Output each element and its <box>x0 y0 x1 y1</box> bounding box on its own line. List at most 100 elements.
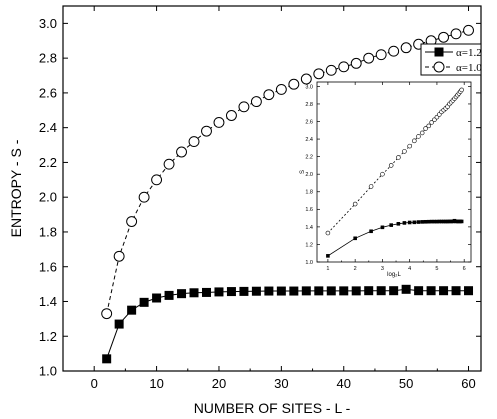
main-data-point-square <box>376 286 386 296</box>
legend-marker-square <box>434 47 444 57</box>
inset-y-axis-label: S <box>300 170 306 174</box>
main-data-point-square <box>239 286 249 296</box>
main-data-point-circle <box>225 110 237 121</box>
inset-x-tick-label: 5 <box>435 266 438 272</box>
main-data-point-circle <box>126 216 138 227</box>
inset-data-point-square <box>429 219 434 224</box>
main-data-point-circle <box>288 78 300 90</box>
inset-data-point-circle <box>380 171 385 177</box>
inset-data-point-square <box>423 219 428 224</box>
inset-y-tick-label: 2.2 <box>305 155 313 161</box>
main-data-point-circle <box>163 158 175 170</box>
legend-label-2: α=1.0 <box>456 62 482 74</box>
main-data-point-circle <box>450 28 462 40</box>
main-data-point-square <box>364 286 374 296</box>
inset-data-point-square <box>326 254 330 258</box>
main-data-point-square <box>389 286 399 296</box>
main-data-point-circle <box>463 24 474 36</box>
inset-y-tick-label: 1.4 <box>305 225 313 231</box>
main-data-point-square <box>301 286 311 296</box>
inset-data-point-square <box>443 219 448 224</box>
legend-label-1: α=1.2 <box>456 47 482 59</box>
main-data-point-circle <box>238 101 250 113</box>
inset-x-tick-label: 2 <box>354 266 357 272</box>
main-y-tick-label: 2.4 <box>39 120 57 135</box>
inset-data-point-circle <box>402 149 407 154</box>
main-x-tick-label: 20 <box>212 376 226 391</box>
inset-data-point-square <box>369 229 373 234</box>
inset-y-tick-label: 3.0 <box>305 84 313 90</box>
main-data-point-square <box>339 286 349 296</box>
main-data-point-circle <box>188 136 200 148</box>
main-data-point-square <box>177 289 187 299</box>
inset-data-point-circle <box>429 120 434 125</box>
main-data-point-circle <box>375 49 387 61</box>
main-x-tick-label: 40 <box>337 376 351 391</box>
main-data-point-square <box>426 286 436 296</box>
main-data-point-circle <box>275 83 287 95</box>
main-data-point-square <box>214 287 224 297</box>
main-data-point-square <box>114 319 124 329</box>
main-data-point-square <box>439 286 449 296</box>
main-data-point-square <box>289 286 299 296</box>
inset-data-point-circle <box>368 184 374 189</box>
inset-y-tick-label: 2.6 <box>305 119 313 125</box>
main-data-point-circle <box>138 191 150 203</box>
main-data-point-circle <box>101 308 113 320</box>
inset-data-point-circle <box>416 134 421 139</box>
inset-x-tick-label: 4 <box>408 266 411 272</box>
inset-x-tick-label: 1 <box>326 266 329 272</box>
legend-marker-circle <box>433 61 445 73</box>
inset-data-point-square <box>389 223 393 227</box>
inset-data-point-square <box>412 220 417 225</box>
main-y-tick-label: 1.0 <box>39 364 57 379</box>
inset-data-point-square <box>441 219 446 224</box>
main-data-point-circle <box>300 73 312 85</box>
main-data-point-square <box>102 354 112 364</box>
inset-data-point-square <box>416 220 421 224</box>
main-data-point-circle <box>313 68 325 80</box>
inset-y-tick-label: 2.8 <box>305 102 313 108</box>
main-data-point-circle <box>250 96 262 108</box>
main-data-point-circle <box>350 57 362 69</box>
main-data-point-circle <box>263 89 275 101</box>
main-data-point-circle <box>201 125 212 137</box>
inset-data-point-square <box>439 219 444 224</box>
inset-y-tick-label: 2.0 <box>305 172 313 178</box>
main-data-point-square <box>152 293 162 303</box>
inset-data-point-square <box>407 220 412 225</box>
inset-data-point-circle <box>459 87 464 93</box>
main-data-point-circle <box>438 31 450 43</box>
inset-data-point-circle <box>426 123 432 129</box>
legend: α=1.2 α=1.0 <box>420 43 482 76</box>
main-data-point-square <box>226 287 236 297</box>
main-data-point-square <box>326 286 336 296</box>
inset-data-point-square <box>435 219 439 224</box>
inset-y-tick-label: 1.2 <box>305 242 313 248</box>
main-data-point-circle <box>363 52 375 64</box>
inset-data-point-circle <box>325 230 331 236</box>
main-x-tick-label: 50 <box>399 376 413 391</box>
main-data-point-circle <box>338 61 350 73</box>
inset-data-point-square <box>380 225 385 230</box>
main-y-tick-label: 1.4 <box>39 294 57 309</box>
main-y-tick-label: 2.0 <box>39 190 57 205</box>
main-y-tick-label: 1.2 <box>39 329 57 344</box>
main-x-tick-label: 60 <box>461 376 475 391</box>
inset-data-point-square <box>396 222 401 226</box>
inset-x-tick-label: 3 <box>381 266 384 272</box>
inset-data-point-circle <box>407 143 412 149</box>
main-x-tick-label: 30 <box>274 376 288 391</box>
main-data-point-circle <box>151 174 163 186</box>
inset-y-tick-label: 1.6 <box>305 207 313 213</box>
inset-y-tick-label: 2.4 <box>305 137 313 143</box>
main-data-point-square <box>276 286 286 296</box>
main-data-point-square <box>251 286 261 296</box>
inset-data-point-circle <box>423 126 428 131</box>
main-data-point-circle <box>113 250 125 262</box>
main-data-point-square <box>164 290 174 300</box>
main-y-tick-label: 1.6 <box>39 259 57 274</box>
inset-data-point-square <box>445 219 450 224</box>
main-data-point-square <box>139 297 149 307</box>
